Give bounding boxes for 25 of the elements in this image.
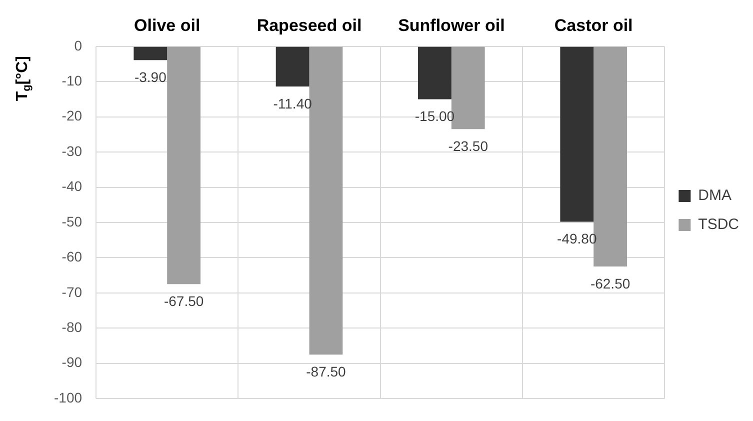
y-tick-label: -10 xyxy=(62,72,82,88)
y-tick-label: -80 xyxy=(62,319,82,336)
data-label: -3.90 xyxy=(134,68,167,85)
legend-label: TSDC xyxy=(698,216,740,234)
y-tick-label: -20 xyxy=(62,108,82,124)
x-tick-label: Sunflower oil xyxy=(398,16,505,35)
data-label: -87.50 xyxy=(306,363,346,380)
y-tick-label: -50 xyxy=(62,213,82,230)
y-tick-label: -60 xyxy=(62,248,82,265)
y-tick-label: -70 xyxy=(62,284,82,300)
y-tick-label: -100 xyxy=(54,389,82,406)
y-tick-label: -90 xyxy=(62,354,82,370)
y-tick-label: 0 xyxy=(74,37,82,54)
data-label: -62.50 xyxy=(590,275,630,292)
data-label: -67.50 xyxy=(164,292,204,309)
y-tick-label: -30 xyxy=(62,142,82,159)
data-label: -49.80 xyxy=(557,230,597,247)
data-label: -11.40 xyxy=(273,95,312,112)
data-label: -23.50 xyxy=(448,138,488,154)
x-tick-label: Rapeseed oil xyxy=(256,16,362,35)
legend-label: DMA xyxy=(698,187,732,204)
x-tick-label: Olive oil xyxy=(134,16,200,35)
y-tick-label: -40 xyxy=(62,178,82,194)
data-label: -15.00 xyxy=(414,108,455,124)
x-tick-label: Castor oil xyxy=(554,16,633,35)
